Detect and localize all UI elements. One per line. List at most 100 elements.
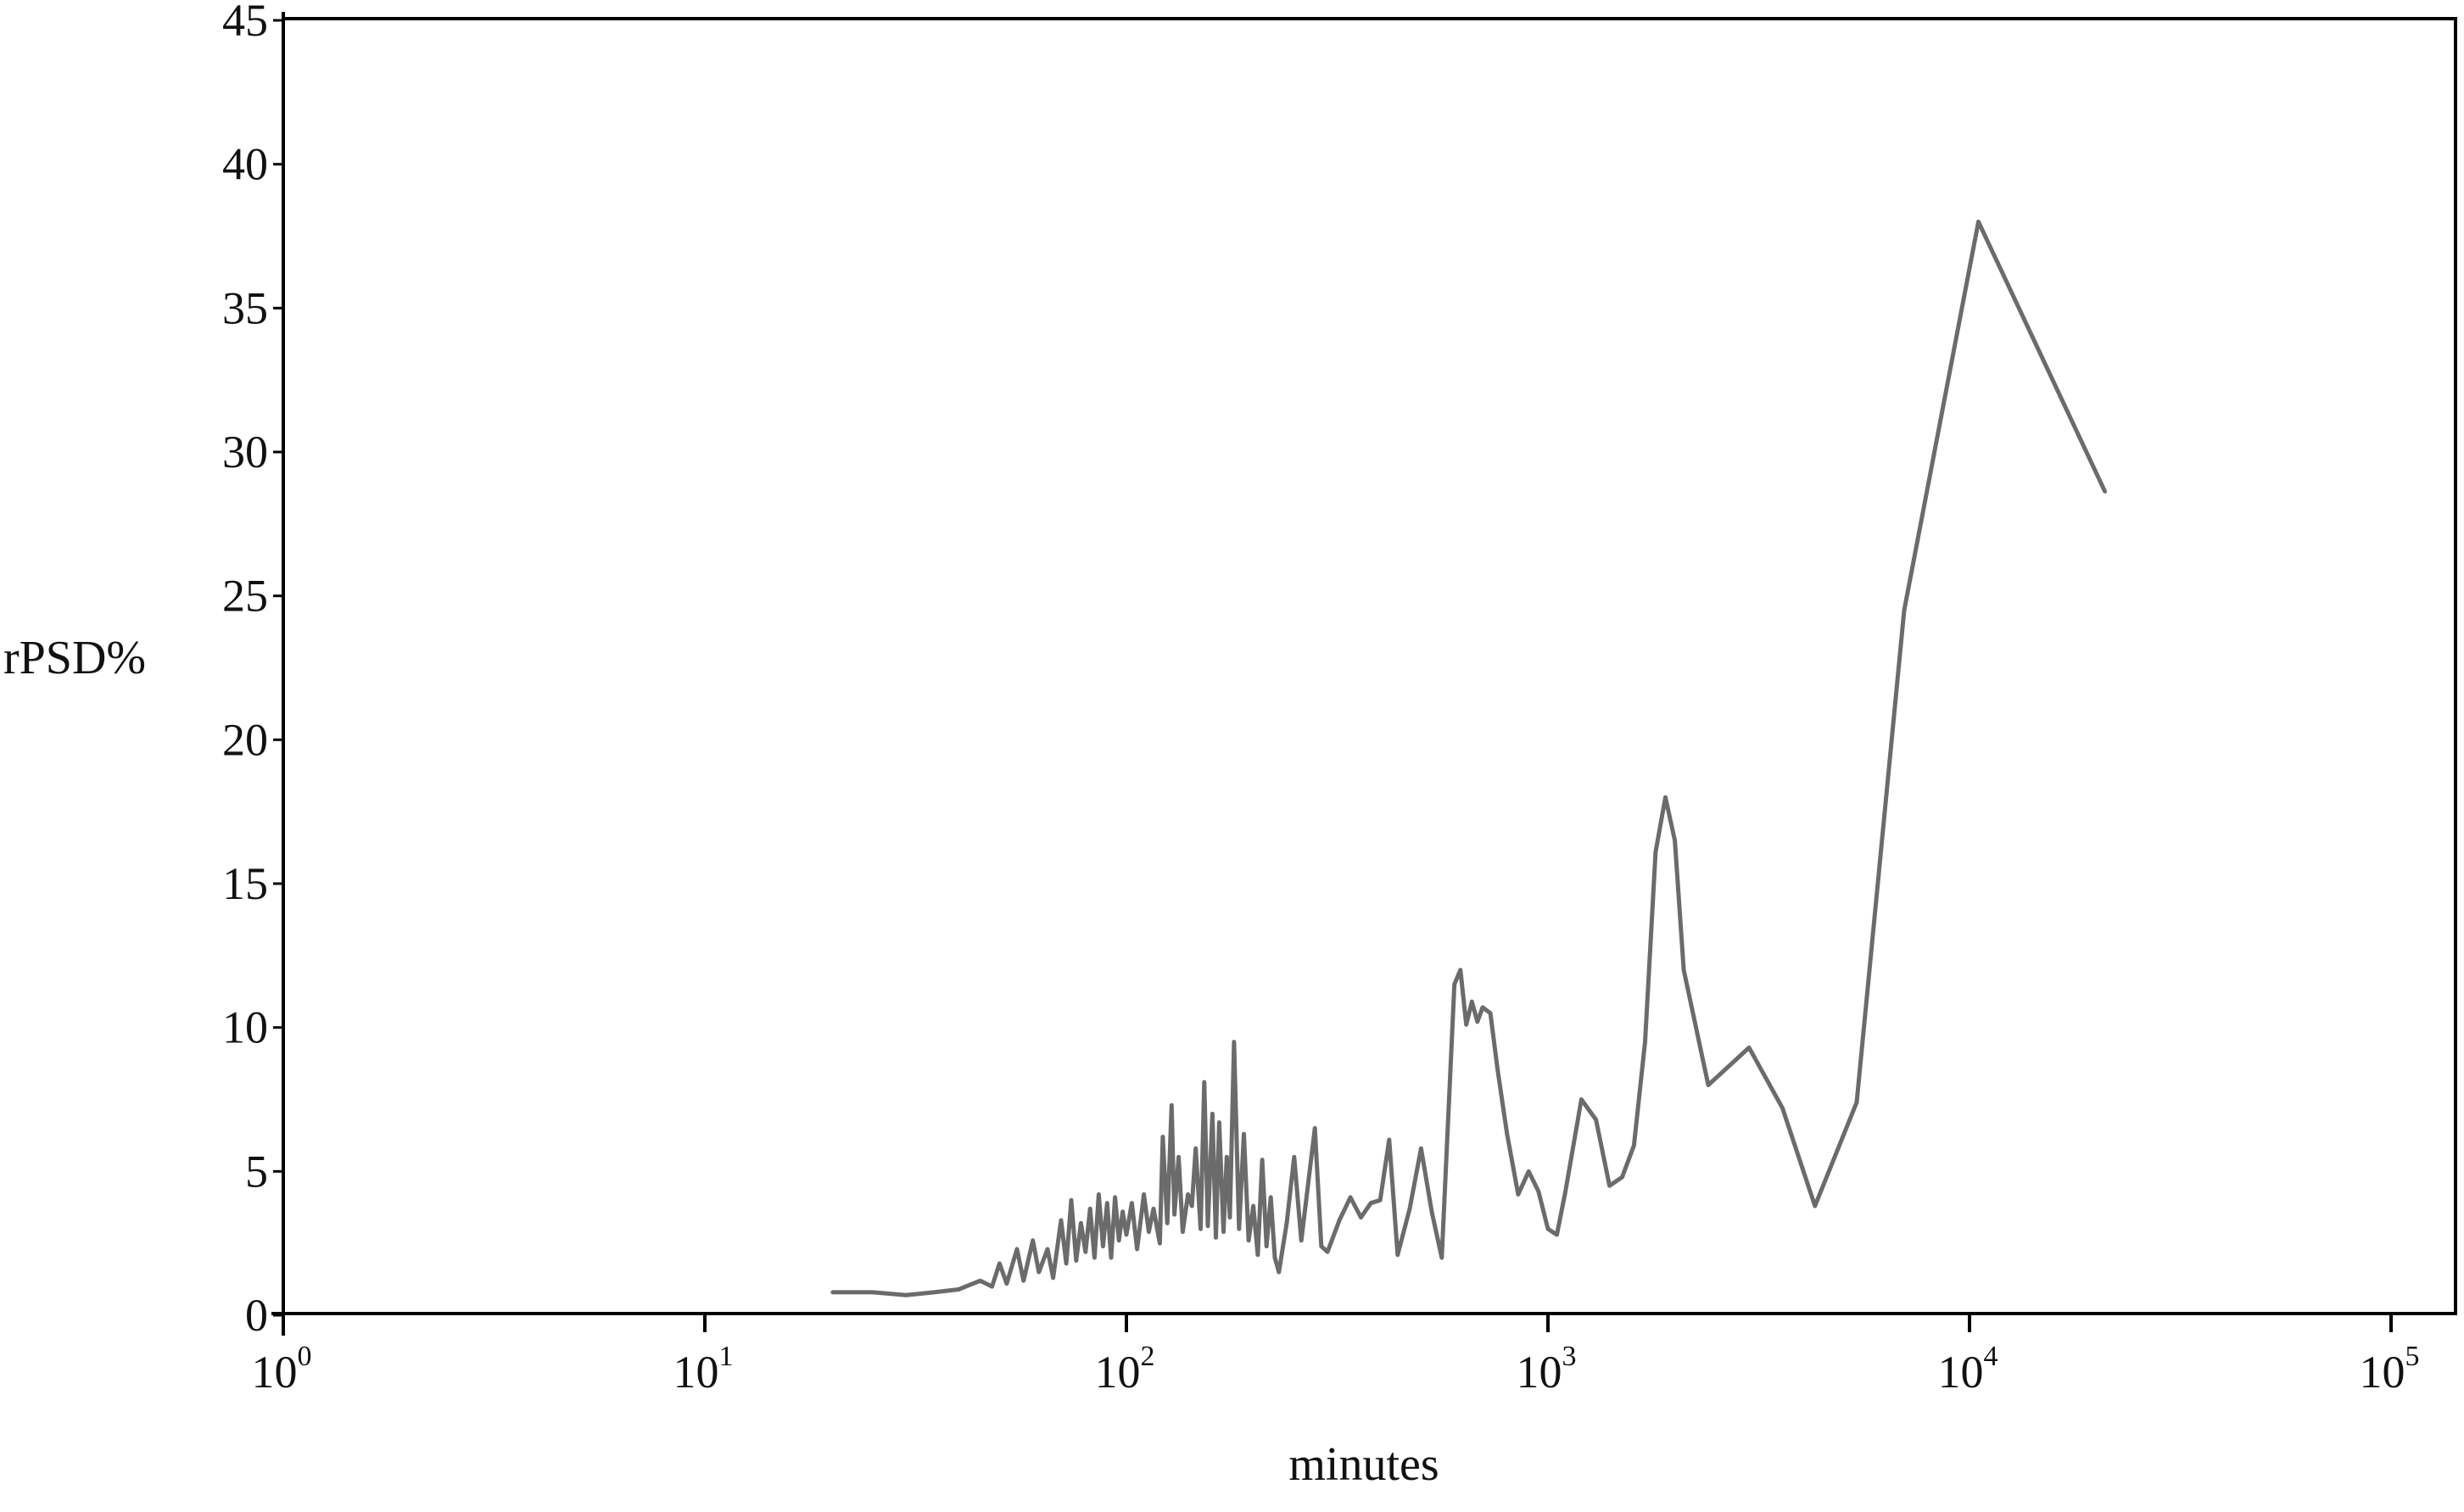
data-point (1419, 1147, 1422, 1150)
x-axis-title: minutes (1288, 1438, 1439, 1491)
data-point (1177, 1155, 1181, 1158)
data-point (1621, 1175, 1624, 1179)
data-point (1430, 1210, 1433, 1214)
data-point (1579, 1098, 1583, 1101)
data-point (1813, 1204, 1817, 1208)
data-point (1608, 1184, 1612, 1187)
data-point (1476, 1020, 1479, 1024)
data-point (1855, 1101, 1858, 1104)
x-tick-label: 104 (1938, 1341, 1998, 1398)
data-point (1632, 1144, 1635, 1147)
data-point (1173, 1213, 1176, 1216)
data-point (1902, 609, 1906, 612)
data-point (1496, 1069, 1500, 1073)
data-point (1338, 1219, 1341, 1222)
data-point (1644, 1041, 1647, 1044)
data-point (1408, 1207, 1411, 1210)
y-tick-label: 5 (245, 1146, 268, 1197)
data-point (1517, 1192, 1520, 1196)
data-point (1097, 1192, 1100, 1196)
data-point (1359, 1216, 1362, 1219)
data-point (1210, 1112, 1214, 1115)
data-point (997, 1262, 1001, 1265)
x-tick-label: 102 (1095, 1341, 1155, 1398)
data-point (1046, 1247, 1049, 1251)
data-point (1293, 1155, 1296, 1158)
data-point (1320, 1245, 1323, 1248)
data-point (1349, 1196, 1352, 1199)
y-tick-label: 0 (245, 1290, 268, 1341)
data-point (1105, 1202, 1109, 1205)
data-point (1037, 1270, 1041, 1274)
data-point (1243, 1132, 1246, 1135)
data-point (1277, 1270, 1281, 1274)
data-point (1143, 1192, 1146, 1196)
y-tick-label: 40 (222, 139, 268, 190)
data-point (1228, 1216, 1232, 1219)
data-point (1313, 1126, 1316, 1130)
data-point (904, 1293, 908, 1297)
data-point (1109, 1256, 1113, 1259)
data-point (1252, 1204, 1255, 1208)
data-point (1260, 1158, 1264, 1162)
data-point (1214, 1236, 1217, 1239)
data-point (932, 1291, 936, 1294)
data-point (1378, 1198, 1382, 1202)
data-point (1265, 1245, 1268, 1248)
plot-frame (282, 17, 2457, 1315)
data-point (1187, 1192, 1190, 1196)
data-point (1232, 1041, 1236, 1044)
data-point (1125, 1233, 1128, 1236)
data-point (1170, 1103, 1173, 1107)
data-point (1203, 1080, 1206, 1084)
data-point (1088, 1207, 1092, 1210)
data-point (1673, 839, 1677, 842)
data-point (1084, 1250, 1087, 1253)
data-point (1225, 1155, 1228, 1158)
data-point (1285, 1221, 1288, 1225)
y-tick-label: 45 (222, 0, 268, 46)
data-point (1070, 1198, 1073, 1202)
data-point (1114, 1196, 1117, 1199)
data-point (1269, 1196, 1272, 1199)
data-point (830, 1291, 834, 1294)
data-point (1117, 1239, 1120, 1242)
y-tick-label: 20 (222, 714, 268, 765)
data-point (1158, 1241, 1161, 1245)
data-point (1064, 1262, 1068, 1265)
data-point (1273, 1256, 1277, 1259)
x-tick-label: 105 (2360, 1341, 2420, 1398)
data-point (1654, 851, 1657, 854)
data-point (1506, 1132, 1509, 1135)
y-axis-title: rPSD% (3, 632, 146, 684)
data-point (1465, 1023, 1468, 1026)
data-point (1181, 1230, 1184, 1234)
data-point (1489, 1012, 1492, 1015)
data-point (1092, 1256, 1096, 1259)
data-point (1222, 1230, 1226, 1234)
x-tick-label: 101 (673, 1341, 734, 1398)
data-point (1152, 1207, 1155, 1210)
data-point (1682, 968, 1685, 972)
data-point (1130, 1202, 1133, 1205)
data-point (1256, 1253, 1260, 1257)
data-point (1299, 1239, 1303, 1242)
data-point (1537, 1190, 1540, 1193)
data-point (1247, 1239, 1250, 1242)
y-tick-label: 25 (222, 571, 268, 622)
data-point (1326, 1250, 1329, 1253)
data-point (1238, 1227, 1241, 1230)
data-point (1396, 1253, 1400, 1257)
data-point (1052, 1276, 1055, 1280)
data-point (1199, 1227, 1203, 1230)
data-point (979, 1279, 982, 1282)
series-line (831, 220, 2108, 1297)
data-point (1217, 1121, 1221, 1124)
data-point (1780, 1107, 1784, 1110)
data-point (1546, 1227, 1550, 1230)
y-tick-label: 10 (222, 1002, 268, 1053)
x-tick-label: 103 (1517, 1341, 1577, 1398)
data-point (957, 1287, 960, 1291)
